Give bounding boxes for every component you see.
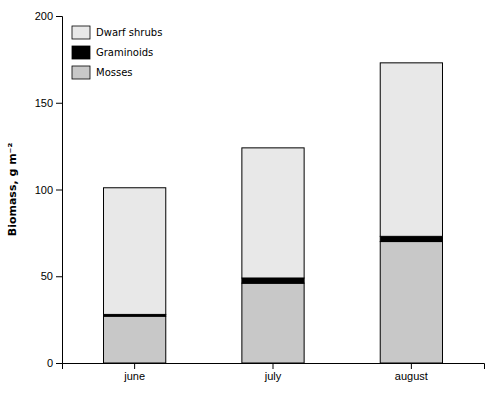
bar: [242, 148, 304, 278]
legend-swatch: [72, 66, 90, 79]
tick-mark: [134, 363, 135, 369]
tick: august: [395, 363, 428, 382]
legend: Dwarf shrubs Graminoids Mosses: [72, 26, 162, 79]
axis-line: [63, 364, 485, 370]
tick-mark: [56, 276, 62, 277]
bar: [380, 63, 442, 237]
tick: july: [264, 363, 282, 382]
tick: june: [123, 363, 145, 382]
tick: 0: [47, 357, 62, 369]
axis-title: Biomass, g m⁻²: [6, 143, 19, 237]
tick-label: august: [395, 370, 428, 382]
tick: 50: [41, 270, 62, 282]
legend-swatch: [72, 26, 90, 39]
bars: [104, 63, 443, 363]
axis-line: [56, 17, 63, 364]
tick-label: june: [123, 370, 145, 382]
chart: 0 50 100 150 200 june july august Biomass, g m⁻²…: [0, 0, 500, 399]
tick-label: july: [264, 370, 282, 382]
tick: 200: [35, 10, 62, 22]
tick-label: 200: [35, 10, 53, 22]
bar: [242, 278, 304, 283]
bar: [104, 188, 166, 315]
legend-item: Mosses: [72, 66, 133, 79]
legend-label: Dwarf shrubs: [96, 27, 162, 38]
tick-mark: [56, 363, 62, 364]
x-axis: june july august: [63, 363, 485, 382]
plot: 0 50 100 150 200 june july august: [35, 10, 485, 382]
legend-label: Graminoids: [96, 47, 153, 58]
legend-label: Mosses: [96, 67, 133, 78]
tick: 100: [35, 184, 62, 196]
y-axis: 0 50 100 150 200: [35, 10, 63, 369]
legend-item: Graminoids: [72, 46, 153, 59]
tick-mark: [56, 16, 62, 17]
tick-mark: [56, 103, 62, 104]
tick: 150: [35, 97, 62, 109]
tick-label: 150: [35, 97, 53, 109]
bar: [380, 236, 442, 241]
legend-swatch: [72, 46, 90, 59]
series: [104, 63, 443, 315]
tick-label: 0: [47, 357, 53, 369]
tick-mark: [56, 190, 62, 191]
bar: [380, 242, 442, 363]
tick-label: 100: [35, 184, 53, 196]
tick-mark: [273, 363, 274, 369]
bar: [242, 283, 304, 363]
tick-label: 50: [41, 270, 53, 282]
legend-item: Dwarf shrubs: [72, 26, 162, 39]
tick-mark: [411, 363, 412, 369]
bar: [104, 316, 166, 363]
